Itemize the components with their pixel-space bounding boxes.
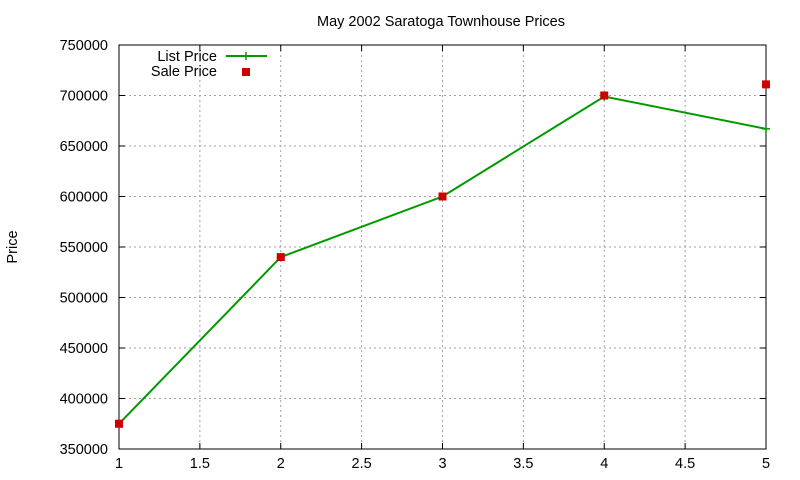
x-tick-label: 2.5	[352, 456, 372, 472]
chart-title: May 2002 Saratoga Townhouse Prices	[317, 14, 565, 30]
axes: 1 1.5 2 2.5 3 3.5 4 4.5 5 350000 400000 450000 50000…	[60, 38, 770, 472]
y-tick-label: 550000	[60, 240, 108, 256]
legend-label: Sale Price	[151, 64, 217, 80]
y-tick-label: 650000	[60, 139, 108, 155]
sale-price-point	[438, 192, 447, 201]
y-axis-label: Price	[5, 230, 21, 263]
list-price-point	[762, 124, 770, 133]
sale-price-point	[276, 253, 285, 262]
y-tick-label: 750000	[60, 38, 108, 54]
y-tick-label: 600000	[60, 190, 108, 206]
x-tick-label: 4	[600, 456, 608, 472]
sale-price-point	[762, 80, 770, 89]
sale-price-point	[600, 91, 609, 100]
y-tick-label: 400000	[60, 392, 108, 408]
x-tick-label: 5	[762, 456, 770, 472]
x-tick-label: 3.5	[513, 456, 533, 472]
x-tick-label: 2	[277, 456, 285, 472]
y-tick-label: 500000	[60, 291, 108, 307]
y-tick-label: 450000	[60, 341, 108, 357]
legend-point-swatch	[242, 68, 250, 76]
y-tick-label: 350000	[60, 442, 108, 458]
grid	[119, 45, 766, 449]
sale-price-point	[115, 419, 123, 428]
x-tick-label: 4.5	[675, 456, 695, 472]
x-tick-label: 1.5	[190, 456, 210, 472]
y-tick-label: 700000	[60, 89, 108, 105]
series	[115, 80, 770, 428]
x-tick-label: 3	[438, 456, 446, 472]
x-tick-label: 1	[115, 456, 123, 472]
legend-label: List Price	[157, 49, 217, 65]
